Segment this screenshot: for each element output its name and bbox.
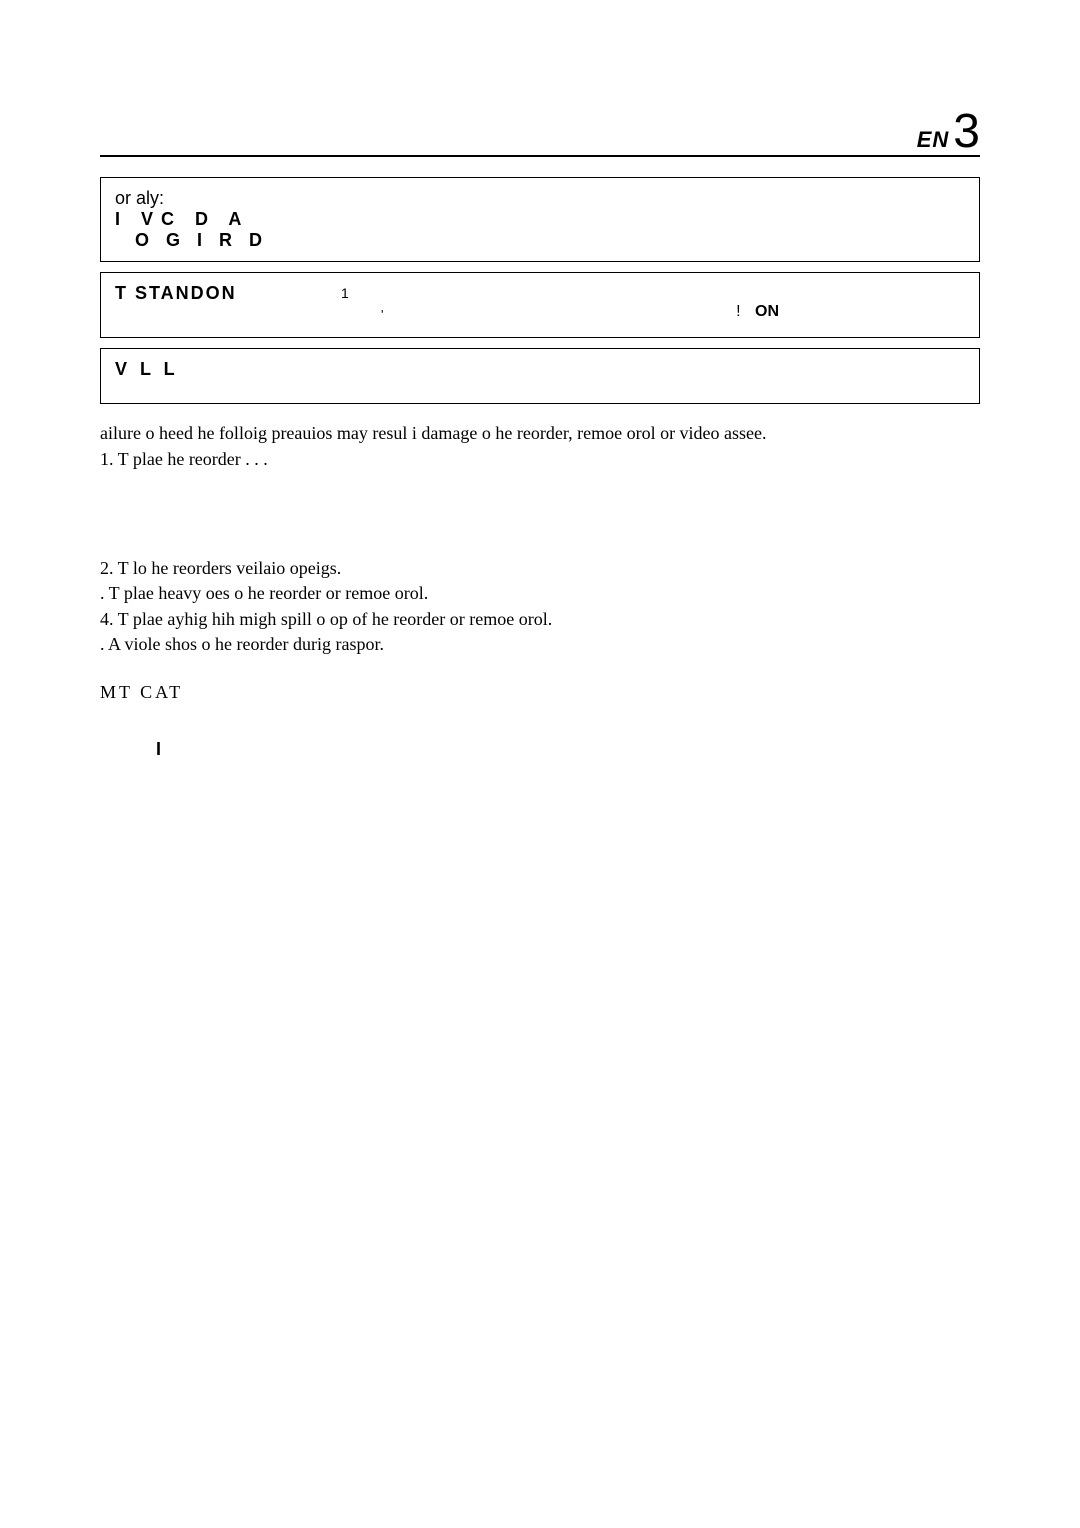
box-2-quote: ' [381,307,383,322]
body-text: ailure o heed he folloig preauios may re… [100,422,980,761]
spacing-gap [100,473,980,557]
list-item-4: 4. T plae ayhig hih migh spill o op of h… [100,608,980,631]
page-number: 3 [953,110,980,153]
page-language-label: EN [917,129,950,151]
box-2-on-text: ON [755,303,779,320]
box-2: T STANDON 1 ' ! ON [100,272,980,338]
box-1: or aly: I VC D A O G I R D [100,177,980,262]
list-item-3: . T plae heavy oes o he reorder or remoe… [100,582,980,605]
section-title: MT CAT [100,681,980,704]
box-1-line-3: O G I R D [115,230,965,251]
box-2-sub: 1 [341,285,349,301]
box-2-on-prefix: ! [736,303,740,320]
box-3-text: V L L [115,359,965,380]
list-item-5: . A viole shos o he reorder durig raspor… [100,633,980,656]
box-1-line-1: or aly: [115,188,965,209]
instruction-heading: I [100,738,980,761]
list-item-1: 1. T plae he reorder . . . [100,448,980,471]
box-3: V L L [100,348,980,404]
box-1-line-2: I VC D A [115,209,965,230]
box-2-title: T STANDON [115,283,237,303]
paragraph-intro: ailure o heed he folloig preauios may re… [100,422,980,445]
box-2-on: ! ON [736,303,779,321]
page-header: EN 3 [100,110,980,157]
list-item-2: 2. T lo he reorders veilaio opeigs. [100,557,980,580]
